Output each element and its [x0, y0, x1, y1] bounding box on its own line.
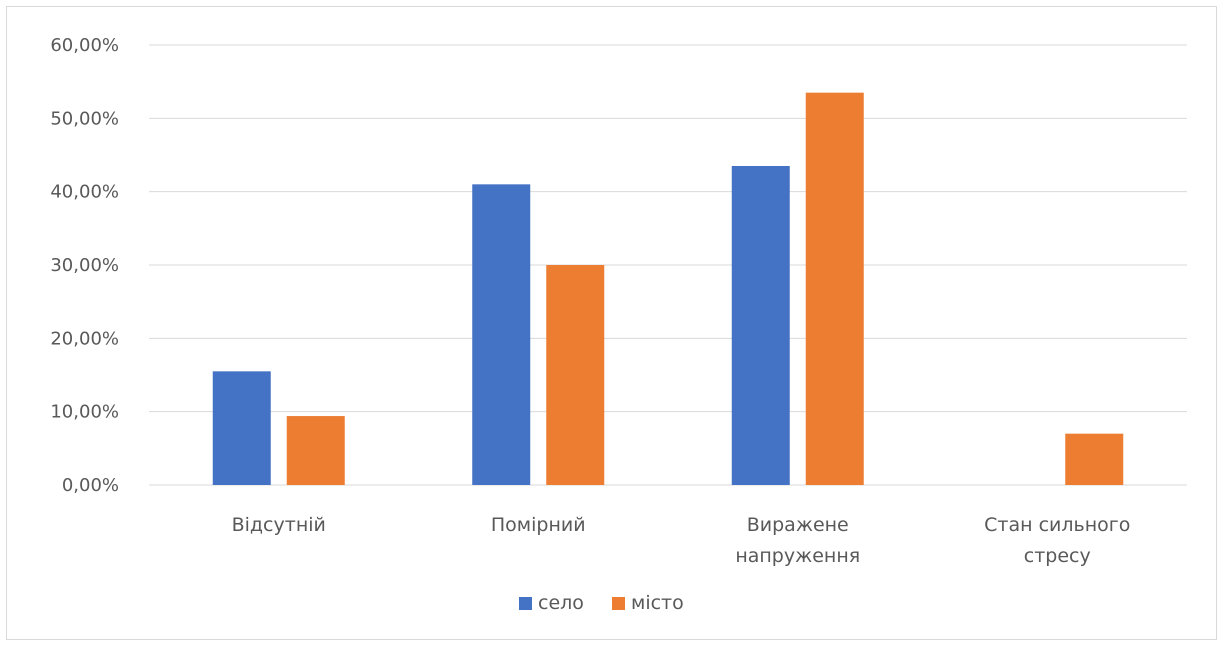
bar-село — [731, 166, 790, 485]
x-category-label: Виражене — [747, 514, 849, 536]
chart-frame: 0,00% 10,00% 20,00% 30,00% 40,00% 50,00% 60,00… — [6, 6, 1217, 640]
legend-swatch — [519, 597, 532, 610]
x-category-label: напруження — [735, 545, 860, 567]
bar-місто — [805, 92, 864, 486]
y-tick-label: 40,00% — [50, 182, 119, 203]
legend-label: село — [538, 592, 584, 614]
bar-село — [472, 184, 531, 486]
legend-label: місто — [631, 592, 684, 614]
bar-місто — [546, 265, 605, 485]
legend-swatch — [612, 597, 625, 610]
y-tick-label: 10,00% — [50, 402, 119, 423]
bar-село — [212, 371, 271, 485]
y-tick-label: 30,00% — [50, 255, 119, 276]
y-tick-label: 60,00% — [50, 35, 119, 56]
bar-місто — [1065, 433, 1124, 485]
y-tick-label: 50,00% — [50, 108, 119, 129]
y-tick-label: 0,00% — [62, 475, 119, 496]
x-category-label: стресу — [1024, 545, 1091, 567]
x-category-label: Стан сильного — [984, 514, 1130, 536]
y-tick-label: 20,00% — [50, 328, 119, 349]
x-category-label: Помірний — [491, 514, 586, 536]
bar-місто — [286, 416, 345, 485]
bar-chart: 0,00% 10,00% 20,00% 30,00% 40,00% 50,00% 60,00… — [50, 35, 1187, 614]
x-category-label: Відсутній — [232, 514, 326, 536]
